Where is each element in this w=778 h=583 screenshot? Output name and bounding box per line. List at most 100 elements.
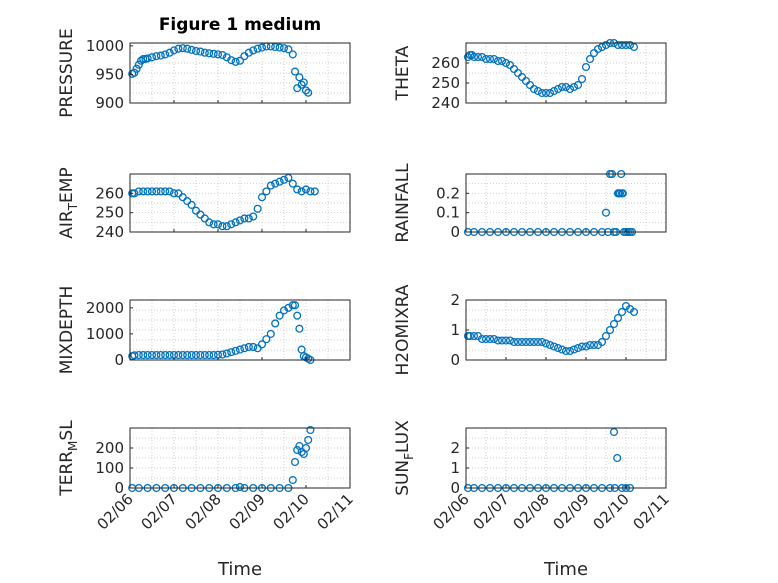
data-point	[473, 52, 483, 62]
data-point	[262, 187, 271, 196]
x-tick-label: 02/09	[550, 490, 593, 533]
data-point	[529, 84, 539, 94]
data-point	[609, 427, 619, 437]
data-point	[191, 46, 201, 56]
data-point	[222, 349, 231, 358]
data-point	[200, 214, 209, 223]
subplot-pressure: 900 950 1000 PRESSURE	[57, 28, 351, 118]
data-point	[257, 43, 267, 52]
data-point	[569, 345, 579, 354]
y-axis-label: RAINFALL	[393, 163, 413, 243]
data-point	[205, 49, 214, 58]
data-point	[147, 350, 157, 360]
data-point	[240, 344, 249, 353]
data-point	[613, 313, 623, 323]
data-point	[517, 337, 527, 347]
data-point	[178, 350, 187, 360]
axes-box	[465, 173, 667, 233]
data-point	[134, 60, 143, 69]
data-point	[541, 339, 551, 348]
data-point	[463, 52, 473, 62]
data-point	[253, 344, 262, 353]
data-point	[505, 336, 515, 345]
y-axis-label-subscript: M	[66, 441, 80, 451]
data-point	[227, 56, 236, 65]
data-point	[573, 343, 583, 353]
data-point	[227, 220, 236, 229]
data-point	[165, 187, 174, 196]
data-point	[545, 88, 555, 98]
data-point	[152, 187, 161, 196]
data-point	[501, 336, 511, 345]
x-axis-label: Time	[217, 559, 262, 580]
data-point	[501, 58, 511, 68]
data-point	[293, 311, 302, 320]
data-point	[465, 331, 475, 341]
data-point	[597, 42, 607, 52]
y-tick-label: 240	[95, 223, 124, 241]
data-point	[525, 337, 535, 347]
data-point	[295, 73, 304, 82]
data-point	[235, 345, 245, 354]
subplot-theta: 240 250 260 THETA	[393, 38, 667, 112]
data-point	[537, 337, 547, 347]
data-point	[209, 49, 218, 58]
x-tick-label: 02/08	[182, 490, 225, 533]
y-axis-label-main: TERR	[57, 451, 77, 497]
data-point	[561, 82, 571, 92]
data-point	[130, 68, 139, 77]
data-point	[573, 80, 583, 90]
x-tick-label: 02/08	[510, 490, 553, 533]
y-axis-label: PRESSURE	[57, 28, 77, 117]
data-point	[156, 187, 165, 196]
axes-box	[129, 42, 351, 104]
y-tick-label: 1000	[86, 37, 124, 55]
data-point	[218, 50, 227, 60]
axes-box	[465, 42, 667, 104]
data-point	[244, 48, 253, 57]
data-point	[306, 425, 315, 435]
y-tick-label: 200	[95, 439, 124, 457]
data-point	[497, 56, 507, 66]
data-point	[147, 187, 157, 196]
y-axis-label-tail: SL	[57, 420, 77, 441]
data-point	[257, 340, 267, 349]
data-point	[288, 179, 297, 188]
data-point	[253, 204, 262, 213]
x-tick-label: 02/11	[314, 490, 357, 533]
data-point	[469, 331, 479, 341]
y-tick-label: 260	[431, 54, 460, 72]
data-point	[617, 40, 627, 50]
data-point	[191, 350, 201, 360]
data-point	[553, 84, 563, 94]
data-point	[521, 76, 531, 86]
data-point	[290, 457, 300, 467]
data-point	[493, 56, 503, 66]
data-point	[295, 324, 304, 333]
y-tick-label: 250	[431, 74, 460, 92]
y-tick-label: 2	[450, 291, 460, 309]
data-point	[196, 47, 205, 56]
data-point	[581, 62, 591, 72]
data-point	[561, 346, 571, 356]
data-point	[525, 80, 535, 90]
data-point	[262, 335, 271, 344]
data-point	[231, 57, 240, 66]
data-point	[244, 214, 253, 223]
subplot-sun_flux: 01202/0602/0702/0802/0902/1002/11SUNFLUX…	[393, 420, 673, 580]
data-point	[183, 350, 192, 360]
data-point	[545, 340, 555, 350]
y-tick-label: 0	[450, 223, 460, 241]
data-point	[565, 84, 575, 94]
y-tick-label: 100	[95, 459, 124, 477]
y-axis-label-tail: EMP	[57, 167, 77, 203]
data-point	[275, 311, 284, 320]
data-point	[601, 208, 611, 217]
axes-box	[129, 299, 351, 361]
y-tick-label: 950	[95, 65, 124, 83]
data-point	[271, 42, 280, 52]
data-point	[288, 50, 297, 59]
data-point	[304, 88, 313, 97]
